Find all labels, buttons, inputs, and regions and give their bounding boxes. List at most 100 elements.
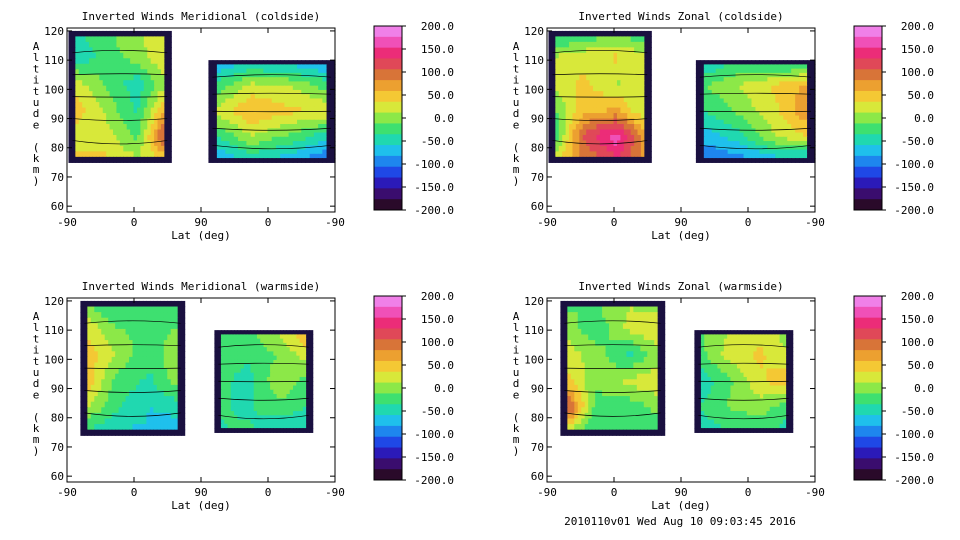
contour-cell [130, 69, 135, 76]
contour-cell [739, 136, 745, 142]
contour-cell [275, 153, 281, 159]
contour-cell [250, 111, 256, 117]
contour-cell [227, 389, 232, 395]
contour-cell [109, 129, 114, 136]
contour-cell [104, 351, 109, 358]
contour-cell [640, 334, 645, 341]
x-tick-label: 0 [131, 486, 138, 499]
contour-cell [306, 376, 310, 382]
contour-cell [783, 149, 788, 155]
contour-cell [118, 328, 123, 336]
contour-cell [230, 423, 235, 429]
contour-cell [779, 124, 784, 129]
contour-cell [250, 158, 256, 163]
contour-cell [751, 153, 757, 159]
contour-cell [575, 156, 580, 163]
contour-cell [167, 63, 172, 70]
contour-cell [109, 151, 114, 158]
contour-cell [586, 107, 591, 114]
contour-cell [292, 115, 298, 121]
contour-cell [140, 74, 145, 81]
contour-cell [292, 106, 298, 112]
contour-cell [212, 158, 218, 163]
contour-cell [275, 98, 281, 104]
contour-cell [253, 351, 258, 357]
contour-cell [68, 145, 73, 152]
contour-cell [237, 119, 243, 125]
contour-cell [163, 384, 168, 392]
contour-cell [296, 398, 301, 404]
contour-cell [104, 345, 109, 352]
contour-cell [234, 364, 238, 370]
contour-cell [270, 355, 274, 361]
contour-cell [135, 412, 141, 420]
contour-cell [301, 158, 307, 163]
contour-cell [273, 372, 278, 378]
contour-cell [233, 60, 239, 65]
contour-cell [803, 85, 808, 91]
contour-cell [302, 415, 307, 421]
contour-cell [149, 334, 154, 341]
contour-cell [267, 149, 273, 155]
contour-cell [574, 317, 579, 324]
contour-cell [108, 412, 113, 420]
contour-cell [267, 98, 273, 104]
contour-cell [330, 64, 336, 70]
contour-cell [247, 428, 252, 433]
contour-cell [654, 317, 659, 324]
contour-cell [263, 359, 268, 365]
contour-cell [309, 423, 314, 429]
contour-cell [139, 300, 144, 308]
contour-cell [283, 406, 288, 412]
colorbar-tick-label: 100.0 [901, 66, 934, 79]
contour-cell [250, 423, 255, 429]
contour-cell [275, 89, 281, 95]
contour-cell [243, 347, 248, 353]
contour-cell [109, 118, 114, 125]
contour-cell [739, 102, 745, 108]
contour-cell [82, 74, 87, 81]
contour-cell [703, 153, 709, 159]
contour-cell [551, 124, 556, 131]
contour-cell [237, 136, 243, 142]
contour-cell [133, 134, 138, 142]
contour-cell [661, 328, 666, 336]
contour-cell [140, 63, 145, 70]
contour-cell [293, 385, 297, 391]
contour-cell [779, 102, 784, 108]
contour-cell [253, 359, 258, 365]
contour-cell [123, 140, 128, 147]
contour-cell [167, 407, 172, 414]
contour-cell [115, 351, 120, 358]
contour-cell [170, 390, 175, 397]
contour-cell [154, 74, 159, 81]
contour-cell [101, 396, 106, 403]
contour-cell [240, 372, 245, 378]
contour-cell [146, 351, 151, 358]
contour-cell [791, 81, 796, 87]
contour-cell [811, 136, 816, 142]
contour-cell [243, 423, 248, 429]
contour-cell [177, 334, 182, 341]
contour-cell [87, 424, 92, 431]
contour-cell [570, 300, 575, 308]
contour-cell [142, 328, 147, 336]
contour-cell [133, 69, 138, 76]
contour-cell [87, 384, 92, 392]
contour-cell [89, 145, 94, 152]
contour-cell [126, 52, 131, 59]
contour-cell [715, 94, 721, 100]
contour-cell [286, 330, 291, 335]
contour-cell [224, 398, 229, 404]
contour-cell [279, 372, 284, 378]
contour-cell [153, 362, 158, 369]
contour-cell [102, 124, 107, 131]
contour-cell [95, 58, 100, 65]
contour-cell [603, 52, 608, 59]
contour-cell [174, 334, 179, 341]
contour-cell [78, 47, 83, 54]
contour-cell [259, 94, 264, 100]
contour-cell [101, 323, 106, 330]
contour-cell [279, 355, 284, 361]
contour-cell [250, 153, 256, 159]
